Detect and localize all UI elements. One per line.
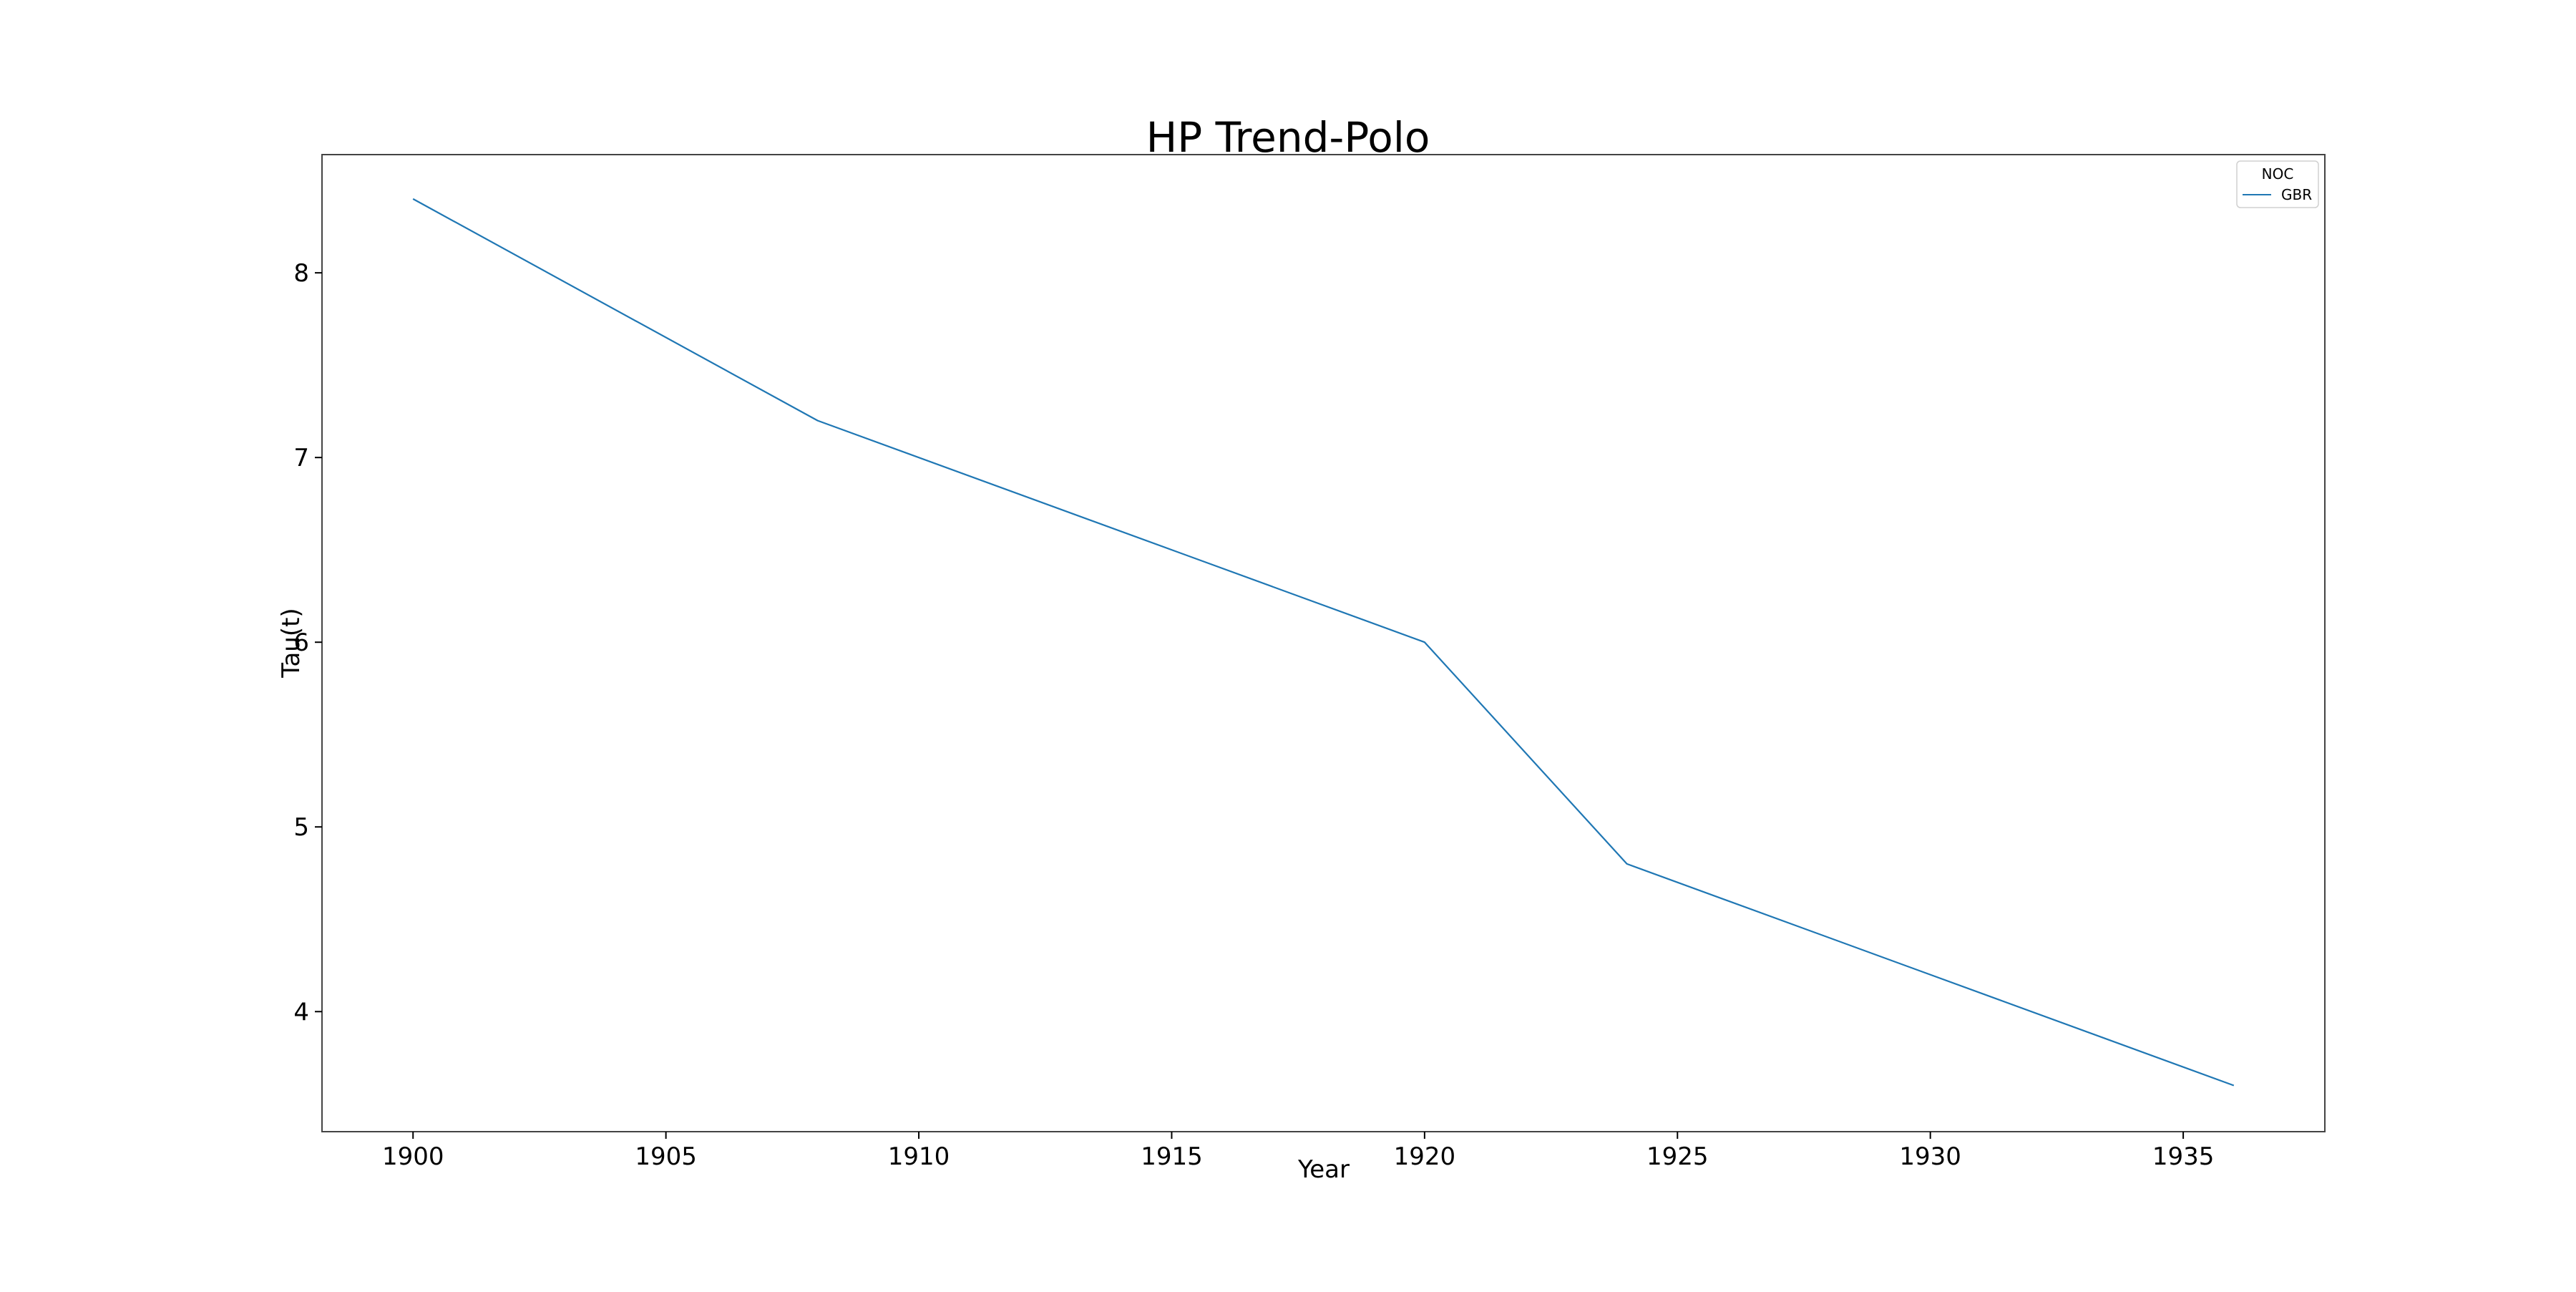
- y-axis-label: Tau(t): [277, 608, 306, 678]
- x-tick-label-1915: 1915: [1141, 1142, 1203, 1171]
- legend: NOC GBR: [2236, 160, 2319, 208]
- y-tick-label-4: 4: [293, 998, 309, 1026]
- chart-title: HP Trend-Polo: [1146, 113, 1430, 162]
- x-tick-label-1920: 1920: [1394, 1142, 1456, 1171]
- legend-label-gbr: GBR: [2281, 186, 2312, 203]
- x-tick-label-1925: 1925: [1646, 1142, 1709, 1171]
- x-axis-label: Year: [1297, 1155, 1350, 1184]
- y-axis: 4 5 6 7 8: [293, 259, 322, 1026]
- series-line-gbr: [412, 198, 2235, 1087]
- x-tick-label-1930: 1930: [1899, 1142, 1961, 1171]
- plot-area: [321, 154, 2326, 1132]
- y-tick-label-8: 8: [293, 259, 309, 288]
- legend-box: [2236, 160, 2319, 208]
- series-layer: [412, 198, 2235, 1087]
- x-axis: 1900 1905 1910 1915 1920 1925 1930 1935: [382, 1132, 2214, 1171]
- x-tick-label-1910: 1910: [888, 1142, 950, 1171]
- y-tick-label-6: 6: [293, 628, 309, 657]
- x-tick-label-1935: 1935: [2152, 1142, 2215, 1171]
- x-tick-label-1905: 1905: [635, 1142, 697, 1171]
- y-tick-label-7: 7: [293, 444, 309, 472]
- legend-title: NOC: [2262, 165, 2294, 183]
- y-tick-label-5: 5: [293, 813, 309, 842]
- x-tick-label-1900: 1900: [382, 1142, 444, 1171]
